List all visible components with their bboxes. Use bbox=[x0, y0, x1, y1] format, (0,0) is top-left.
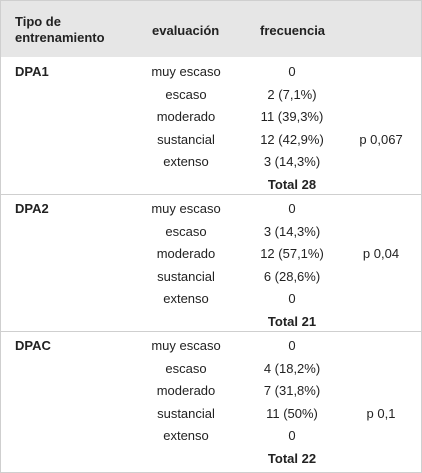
evaluation-cell: sustancial bbox=[157, 405, 215, 421]
evaluation-cell: moderado bbox=[156, 383, 216, 398]
evaluation-cell: escaso bbox=[165, 360, 207, 376]
total-cell: Total 28 bbox=[267, 176, 317, 192]
frequency-cell: 4 (18,2%) bbox=[263, 360, 321, 376]
group-separator bbox=[1, 331, 421, 332]
header-row: Tipo de entrenamiento evaluación frecuen… bbox=[1, 1, 421, 57]
evaluation-cell: sustancial bbox=[157, 131, 215, 147]
p-value-cell: p 0,1 bbox=[366, 405, 396, 421]
total-cell: Total 22 bbox=[267, 450, 317, 466]
frequency-cell: 0 bbox=[288, 291, 296, 306]
evaluation-cell: extenso bbox=[163, 291, 209, 306]
evaluation-cell: escaso bbox=[165, 223, 207, 239]
group-label: DPA1 bbox=[15, 64, 49, 79]
evaluation-cell: muy escaso bbox=[151, 338, 221, 353]
group-label: DPA2 bbox=[15, 201, 49, 216]
frequency-cell: 6 (28,6%) bbox=[263, 268, 321, 284]
group-label: DPAC bbox=[15, 338, 51, 353]
frequency-cell: 12 (57,1%) bbox=[260, 246, 324, 261]
frequency-cell: 3 (14,3%) bbox=[263, 154, 321, 169]
evaluation-cell: moderado bbox=[156, 246, 216, 261]
evaluation-cell: escaso bbox=[165, 86, 207, 102]
frequency-cell: 3 (14,3%) bbox=[263, 223, 321, 239]
frequency-cell: 12 (42,9%) bbox=[260, 131, 324, 147]
header-cell: evaluación bbox=[152, 23, 220, 38]
frequency-cell: 0 bbox=[288, 338, 296, 353]
evaluation-cell: sustancial bbox=[157, 268, 215, 284]
header-cell: Tipo de entrenamiento bbox=[15, 14, 105, 45]
frequency-cell: 7 (31,8%) bbox=[263, 383, 321, 398]
evaluation-cell: extenso bbox=[163, 154, 209, 169]
frequency-cell: 0 bbox=[288, 64, 296, 79]
frequency-cell: 11 (39,3%) bbox=[260, 109, 324, 124]
frequency-cell: 2 (7,1%) bbox=[267, 86, 317, 102]
evaluation-cell: extenso bbox=[163, 428, 209, 443]
p-value-cell: p 0,04 bbox=[362, 246, 400, 261]
evaluation-cell: muy escaso bbox=[151, 64, 221, 79]
frequency-cell: 0 bbox=[288, 428, 296, 443]
evaluation-cell: moderado bbox=[156, 109, 216, 124]
evaluation-cell: muy escaso bbox=[151, 201, 221, 216]
p-value-cell: p 0,067 bbox=[359, 131, 403, 147]
group-separator bbox=[1, 194, 421, 195]
total-cell: Total 21 bbox=[267, 313, 317, 329]
frequency-cell: 0 bbox=[288, 201, 296, 216]
header-cell: frecuencia bbox=[260, 23, 326, 38]
frequency-cell: 11 (50%) bbox=[266, 405, 318, 421]
